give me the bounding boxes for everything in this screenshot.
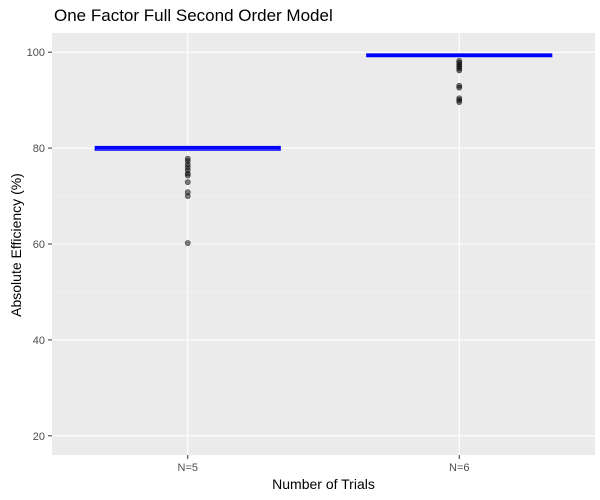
outlier-point	[184, 179, 191, 186]
y-tick-label: 60	[33, 239, 45, 251]
outlier-point	[184, 172, 191, 179]
y-tick-label: 20	[33, 431, 45, 443]
x-tick-label: N=5	[178, 462, 199, 474]
outlier-point	[456, 99, 463, 105]
outlier-point	[184, 240, 191, 246]
outlier-point	[184, 193, 191, 199]
outlier-point	[456, 67, 463, 74]
outlier-point	[456, 84, 463, 91]
x-tick-label: N=6	[449, 462, 470, 474]
chart-title: One Factor Full Second Order Model	[54, 6, 333, 25]
y-tick-label: 40	[33, 335, 45, 347]
y-tick-label: 100	[27, 47, 45, 59]
y-tick-label: 80	[33, 143, 45, 155]
x-axis-label: Number of Trials	[272, 476, 375, 492]
